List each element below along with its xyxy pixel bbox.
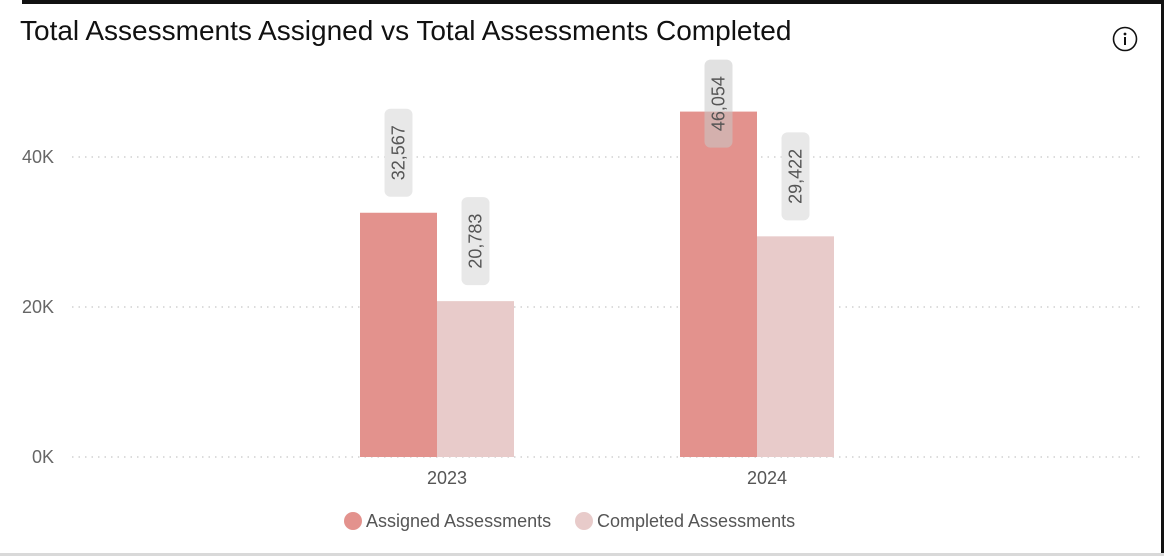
data-label-bg (781, 132, 810, 221)
data-label-bg (384, 108, 413, 197)
data-label-bg (704, 59, 733, 148)
legend-label: Completed Assessments (597, 511, 795, 531)
y-tick-label: 40K (22, 147, 54, 167)
x-tick-label: 2024 (747, 468, 787, 488)
y-tick-label: 20K (22, 297, 54, 317)
data-label: 20,783 (466, 214, 486, 269)
x-tick-label: 2023 (427, 468, 467, 488)
bar-completed-2023[interactable] (437, 301, 514, 457)
info-icon[interactable] (1112, 26, 1138, 52)
bar-assigned-2023[interactable] (360, 212, 437, 457)
bar-assigned-2024[interactable] (680, 111, 757, 457)
top-border (22, 0, 1164, 4)
legend-marker (344, 512, 362, 530)
bottom-border (0, 553, 1164, 556)
legend-label: Assigned Assessments (366, 511, 551, 531)
data-label-bg (461, 197, 490, 286)
chart-title: Total Assessments Assigned vs Total Asse… (20, 15, 792, 46)
bar-completed-2024[interactable] (757, 236, 834, 457)
data-label: 32,567 (389, 125, 409, 180)
data-label: 46,054 (709, 76, 729, 131)
data-label: 29,422 (786, 149, 806, 204)
legend-marker (575, 512, 593, 530)
right-border (1161, 0, 1164, 556)
y-tick-label: 0K (32, 447, 54, 467)
